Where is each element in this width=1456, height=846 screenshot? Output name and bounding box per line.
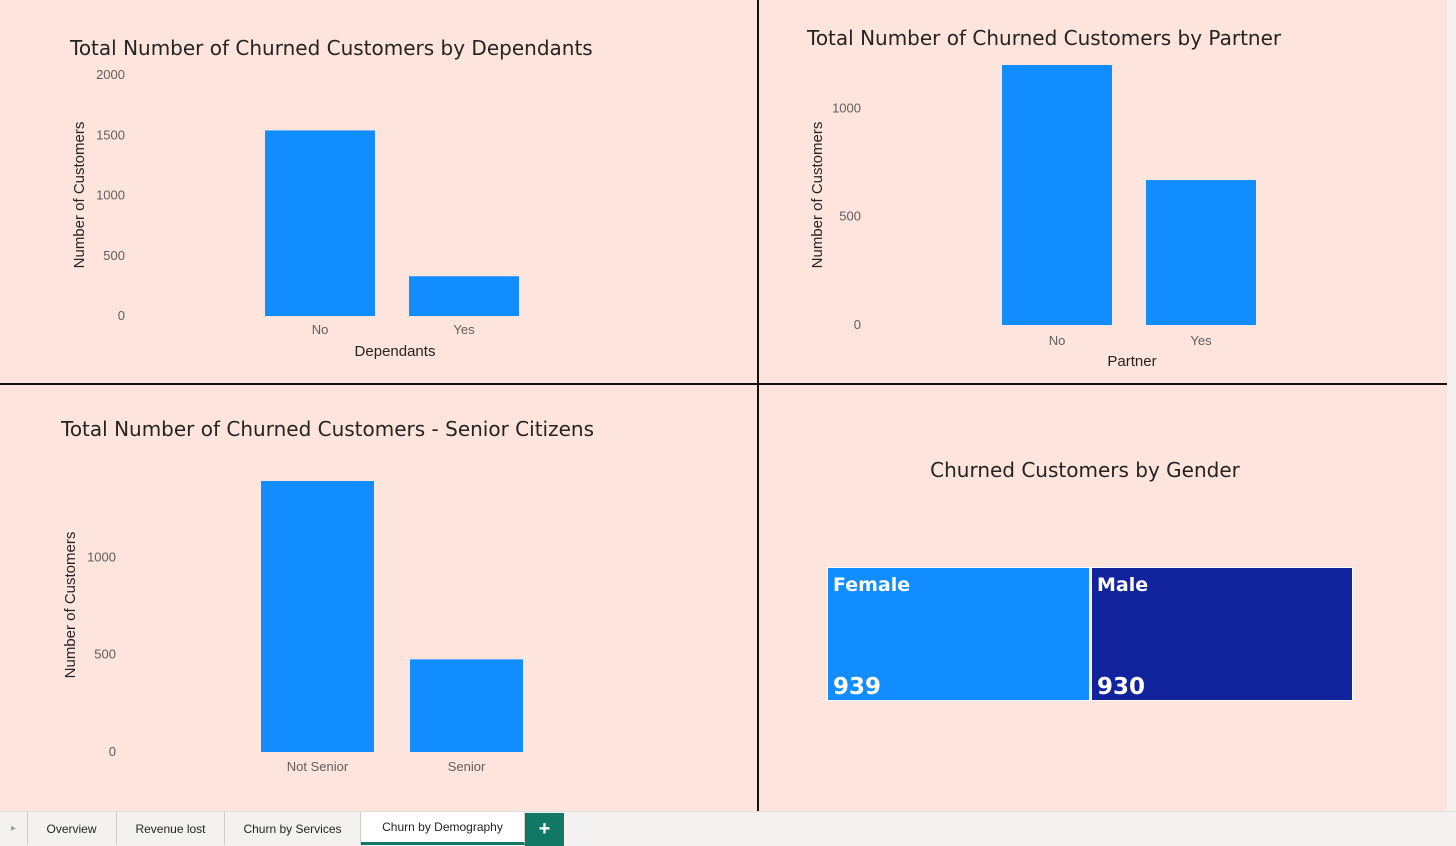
bar-no[interactable] [265,130,375,316]
tab-overview[interactable]: Overview [27,812,117,845]
bar-senior[interactable] [410,659,523,752]
treemap-label-male: Male [1097,574,1149,596]
partner-bar-chart[interactable]: Total Number of Churned Customers by Par… [759,0,1447,383]
x-tick-label: No [312,322,329,337]
x-tick-label: Yes [453,322,475,337]
y-tick-label: 500 [94,647,116,662]
x-axis-label: Partner [1107,353,1156,370]
treemap-label-female: Female [833,574,911,596]
y-tick-label: 0 [854,317,861,332]
treemap-value-male: 930 [1097,674,1146,700]
y-axis-label: Number of Customers [62,532,79,679]
dependants-bar-chart[interactable]: Total Number of Churned Customers by Dep… [0,0,757,383]
x-tick-label: Senior [448,759,486,774]
senior-citizens-bar-chart[interactable]: Total Number of Churned Customers - Seni… [0,385,757,811]
bar-not-senior[interactable] [261,481,374,752]
bar-yes[interactable] [409,276,519,316]
tab-churn-by-services[interactable]: Churn by Services [225,812,361,845]
bar-no[interactable] [1002,65,1112,325]
tab-revenue-lost[interactable]: Revenue lost [117,812,225,845]
y-tick-label: 500 [839,209,861,224]
x-axis-label: Dependants [355,343,436,360]
treemap-value-female: 939 [833,674,882,700]
y-tick-label: 1000 [87,549,116,564]
treemap-title: Churned Customers by Gender [930,458,1240,482]
horizontal-divider [0,383,1447,385]
y-tick-label: 1500 [96,127,125,142]
y-tick-label: 2000 [96,67,125,82]
y-axis-label: Number of Customers [809,122,826,269]
bar-yes[interactable] [1146,180,1256,325]
treemap-cell-female[interactable]: Female 939 [827,567,1090,701]
page-tab-bar: ▸ Overview Revenue lost Churn by Service… [0,811,1456,846]
tab-scroll-left-icon[interactable]: ▸ [0,812,28,845]
x-tick-label: Yes [1190,333,1212,348]
y-axis-label: Number of Customers [71,122,88,269]
vertical-divider [757,0,759,811]
x-tick-label: No [1049,333,1066,348]
y-tick-label: 1000 [96,188,125,203]
chart-title: Total Number of Churned Customers - Seni… [60,417,594,441]
add-page-button[interactable]: + [525,813,564,846]
y-tick-label: 1000 [832,100,861,115]
report-canvas: Total Number of Churned Customers by Dep… [0,0,1447,811]
chart-title: Total Number of Churned Customers by Par… [806,26,1282,50]
tab-churn-by-demography[interactable]: Churn by Demography [361,812,525,845]
y-tick-label: 0 [118,308,125,323]
y-tick-label: 500 [103,248,125,263]
chart-title: Total Number of Churned Customers by Dep… [69,36,593,60]
y-tick-label: 0 [109,744,116,759]
x-tick-label: Not Senior [287,759,349,774]
treemap-cell-male[interactable]: Male 930 [1091,567,1353,701]
